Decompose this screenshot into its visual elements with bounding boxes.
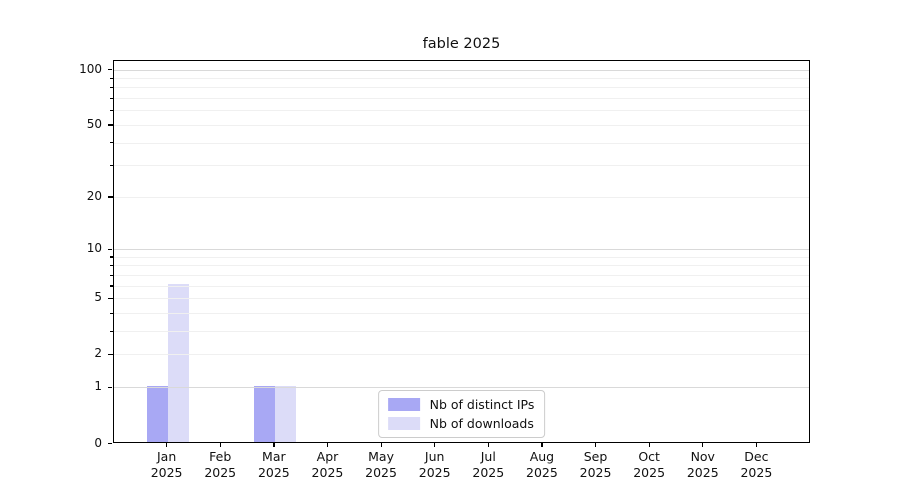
x-tick-month: Oct [638, 449, 660, 464]
x-tick [326, 443, 329, 447]
x-tick [166, 443, 168, 447]
y-major-tick [108, 443, 112, 445]
legend: Nb of distinct IPs Nb of downloads [377, 390, 546, 438]
legend-swatch-distinct-ips [387, 398, 420, 411]
bar-distinct-ips [146, 385, 168, 442]
x-tick-label: Jun 2025 [404, 449, 466, 481]
y-tick-label: 50 [86, 116, 102, 131]
plot-area: Nb of distinct IPs Nb of downloads [113, 60, 810, 443]
x-tick-label: Dec 2025 [725, 449, 787, 481]
x-tick-label: Oct 2025 [618, 449, 680, 481]
legend-label: Nb of downloads [429, 416, 534, 431]
y-minor-tick [110, 86, 113, 89]
x-tick [487, 443, 489, 447]
y-tick-label: 100 [79, 61, 102, 76]
x-tick-year: 2025 [418, 465, 451, 480]
y-major-tick [108, 124, 112, 126]
x-tick-month: Jun [424, 449, 445, 464]
y-minor-tick [110, 77, 113, 79]
x-tick-year: 2025 [686, 465, 719, 480]
y-tick-label: 0 [94, 435, 102, 450]
y-major-tick [108, 353, 112, 356]
x-tick-month: May [368, 449, 394, 464]
x-tick-label: Feb 2025 [189, 449, 251, 481]
x-tick-year: 2025 [365, 465, 397, 480]
x-tick-year: 2025 [204, 465, 237, 480]
y-major-tick [108, 69, 112, 71]
x-tick-month: Dec [744, 449, 769, 464]
x-tick-month: Feb [209, 449, 232, 464]
x-tick-year: 2025 [472, 465, 505, 480]
y-tick-label: 20 [86, 188, 102, 203]
x-tick-month: Jul [480, 449, 496, 464]
x-tick-label: Apr 2025 [296, 449, 358, 481]
x-tick [434, 443, 436, 447]
y-major-tick [108, 248, 112, 250]
x-tick-year: 2025 [633, 465, 666, 480]
x-tick [702, 443, 704, 447]
x-tick-label: Nov 2025 [672, 449, 734, 481]
bar-downloads [274, 385, 296, 442]
x-tick-month: Nov [690, 449, 715, 464]
x-tick-month: Jan [156, 449, 177, 464]
x-tick [273, 443, 275, 447]
y-minor-tick [110, 264, 113, 267]
x-tick-label: Aug 2025 [511, 449, 573, 481]
x-tick [755, 443, 758, 447]
x-tick [595, 443, 597, 447]
x-tick [219, 443, 221, 447]
x-tick-label: Jul 2025 [457, 449, 519, 481]
x-tick-year: 2025 [257, 465, 290, 480]
x-tick-month: Sep [583, 449, 608, 464]
y-minor-tick [110, 285, 113, 287]
x-tick-year: 2025 [526, 465, 558, 480]
y-minor-tick [110, 330, 113, 332]
y-major-tick [108, 386, 112, 389]
y-minor-tick [110, 97, 113, 99]
x-tick [380, 443, 382, 447]
y-tick-label: 1 [94, 379, 102, 394]
y-major-tick [108, 297, 112, 300]
y-minor-tick [110, 164, 113, 166]
x-tick [541, 443, 543, 447]
y-tick-label: 10 [86, 241, 102, 256]
y-tick-label: 5 [94, 290, 102, 305]
bar-downloads [167, 284, 189, 442]
x-tick-year: 2025 [579, 465, 612, 480]
y-tick-label: 2 [94, 346, 102, 361]
x-tick-year: 2025 [311, 465, 344, 480]
y-minor-tick [110, 312, 113, 314]
bar-distinct-ips [253, 385, 275, 442]
y-minor-tick [110, 274, 113, 276]
x-tick-month: Apr [316, 449, 339, 464]
y-minor-tick [110, 142, 113, 144]
x-tick-label: May 2025 [350, 449, 412, 481]
x-tick-month: Mar [262, 449, 286, 464]
y-minor-tick [110, 109, 113, 112]
x-tick-label: Mar 2025 [243, 449, 305, 481]
x-tick-year: 2025 [150, 465, 183, 480]
legend-label: Nb of distinct IPs [429, 397, 535, 412]
y-minor-tick [110, 256, 113, 258]
chart-title: fable 2025 [422, 36, 501, 52]
legend-item: Nb of distinct IPs [387, 397, 535, 412]
x-tick-month: Aug [529, 449, 555, 464]
x-tick-label: Jan 2025 [136, 449, 198, 481]
x-tick-year: 2025 [740, 465, 773, 480]
legend-item: Nb of downloads [387, 416, 535, 431]
y-major-tick [108, 196, 112, 198]
bars-layer [114, 61, 809, 442]
legend-swatch-downloads [387, 417, 420, 430]
x-tick-label: Sep 2025 [565, 449, 627, 481]
x-tick [648, 443, 650, 447]
